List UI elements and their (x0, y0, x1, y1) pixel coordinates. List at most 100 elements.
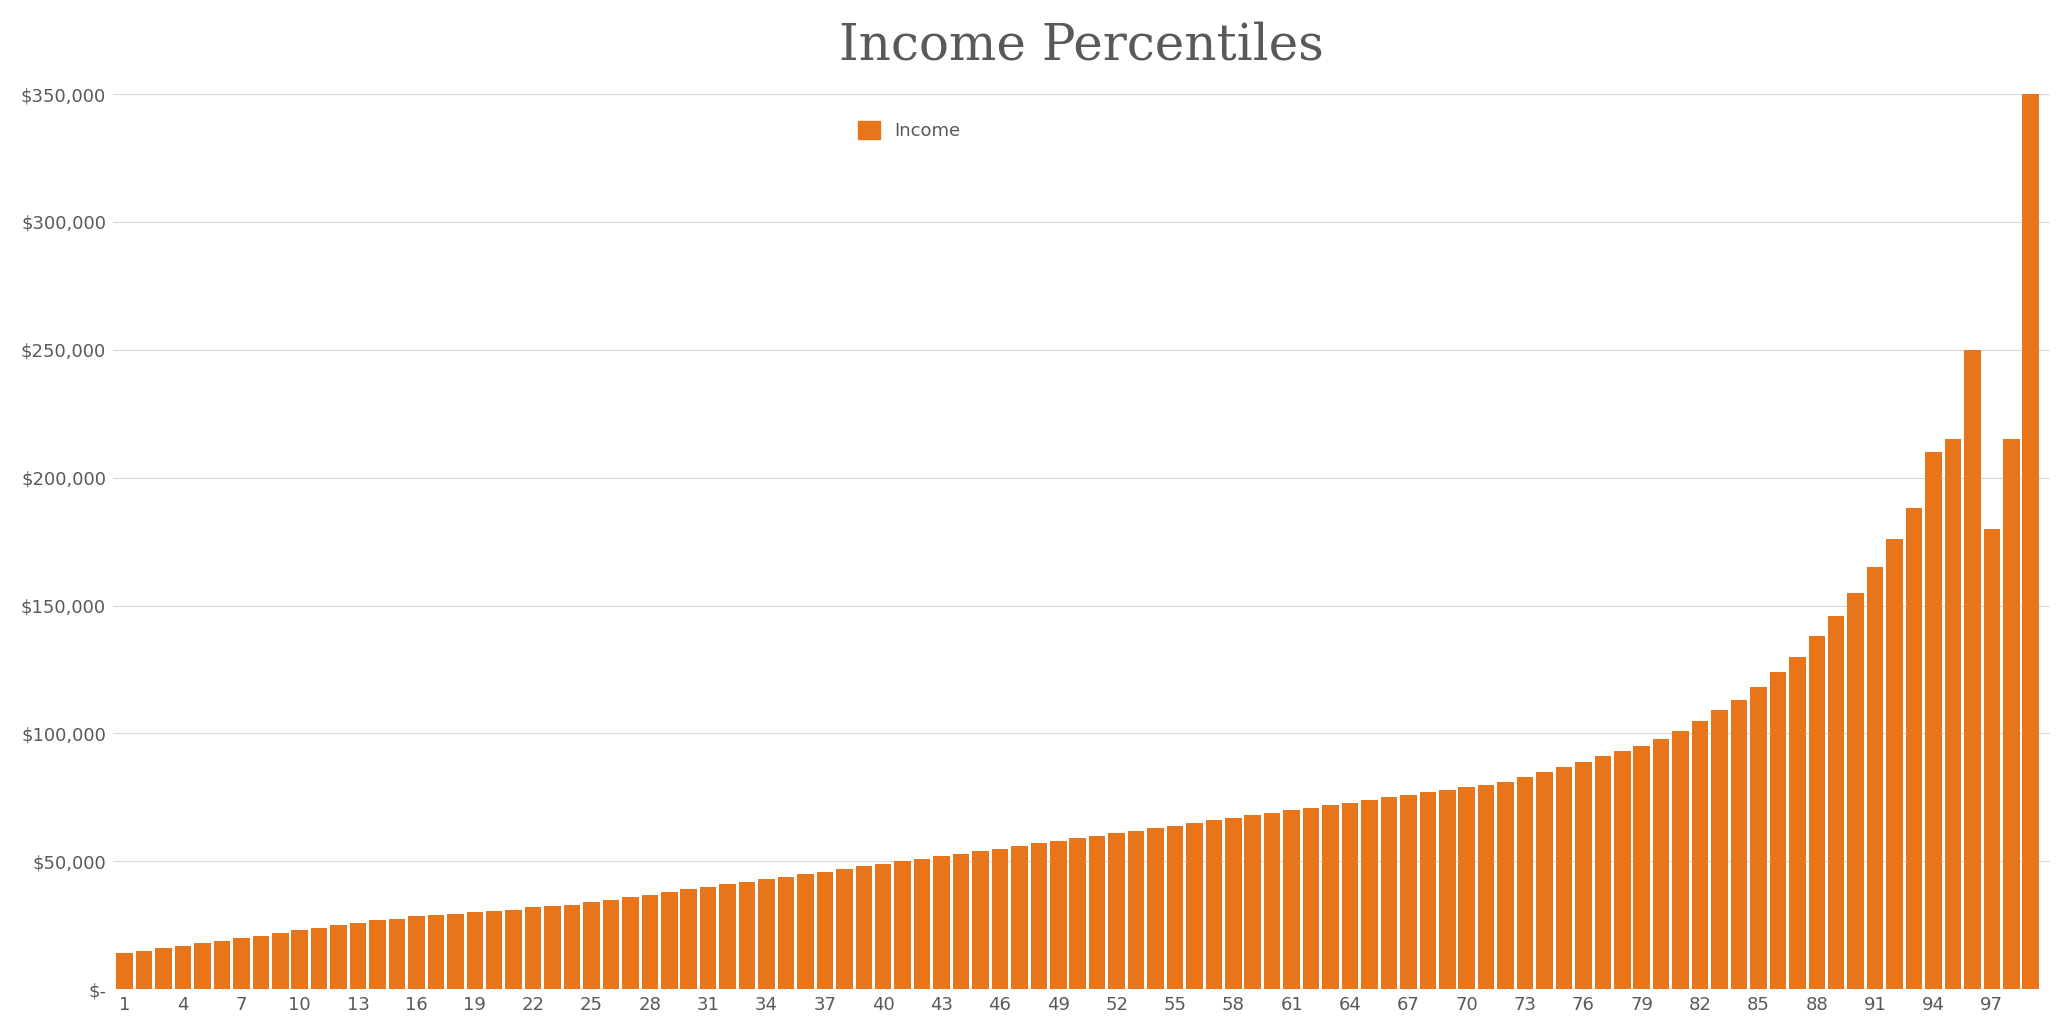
Bar (292, 930, 309, 989)
Bar (1555, 767, 1572, 989)
Bar (1166, 826, 1183, 989)
Bar (1963, 350, 1980, 989)
Bar (719, 884, 735, 989)
Bar (1439, 790, 1456, 989)
Bar (913, 859, 930, 989)
Bar (895, 861, 911, 989)
Bar (253, 936, 269, 989)
Bar (1263, 812, 1280, 989)
Bar (1829, 616, 1845, 989)
Bar (1945, 439, 1961, 989)
Bar (1108, 833, 1125, 989)
Bar (1613, 751, 1630, 989)
Bar (1011, 846, 1027, 989)
Bar (992, 849, 1009, 989)
Bar (1089, 835, 1106, 989)
Bar (2023, 94, 2040, 989)
Bar (1479, 785, 1495, 989)
Title: Income Percentiles: Income Percentiles (839, 21, 1323, 70)
Bar (1516, 777, 1533, 989)
Bar (1031, 844, 1048, 989)
Bar (427, 915, 443, 989)
Bar (311, 927, 327, 989)
Bar (621, 897, 638, 989)
Bar (234, 938, 251, 989)
Bar (642, 894, 659, 989)
Bar (1497, 782, 1514, 989)
Bar (1750, 687, 1767, 989)
Bar (1887, 539, 1903, 989)
Bar (953, 854, 969, 989)
Bar (816, 871, 833, 989)
Bar (1808, 637, 1825, 989)
Bar (116, 953, 133, 989)
Bar (934, 856, 951, 989)
Bar (1653, 739, 1669, 989)
Bar (971, 851, 988, 989)
Bar (1905, 508, 1922, 989)
Legend: Income: Income (857, 121, 961, 141)
Bar (350, 923, 367, 989)
Bar (1069, 838, 1085, 989)
Bar (1634, 746, 1651, 989)
Bar (1926, 452, 1943, 989)
Bar (1147, 828, 1164, 989)
Bar (1361, 800, 1377, 989)
Bar (271, 933, 288, 989)
Bar (1205, 821, 1222, 989)
Bar (369, 920, 385, 989)
Bar (1847, 593, 1864, 989)
Bar (1245, 816, 1261, 989)
Bar (389, 919, 406, 989)
Bar (137, 951, 153, 989)
Bar (1711, 710, 1727, 989)
Bar (1129, 831, 1145, 989)
Bar (466, 913, 483, 989)
Bar (545, 906, 561, 989)
Bar (1321, 805, 1338, 989)
Bar (1187, 823, 1203, 989)
Bar (1050, 840, 1067, 989)
Bar (837, 869, 853, 989)
Bar (797, 875, 814, 989)
Bar (1984, 529, 2001, 989)
Bar (213, 941, 230, 989)
Bar (855, 866, 872, 989)
Bar (1419, 792, 1435, 989)
Bar (331, 925, 348, 989)
Bar (524, 908, 541, 989)
Bar (874, 864, 891, 989)
Bar (174, 946, 191, 989)
Bar (563, 905, 580, 989)
Bar (155, 948, 172, 989)
Bar (1226, 818, 1243, 989)
Bar (1400, 795, 1417, 989)
Bar (1284, 810, 1301, 989)
Bar (1576, 762, 1593, 989)
Bar (2003, 439, 2019, 989)
Bar (505, 910, 522, 989)
Bar (758, 880, 775, 989)
Bar (195, 943, 211, 989)
Bar (408, 916, 425, 989)
Bar (1769, 672, 1785, 989)
Bar (700, 887, 717, 989)
Bar (1342, 802, 1359, 989)
Bar (1731, 701, 1748, 989)
Bar (1595, 757, 1611, 989)
Bar (584, 903, 601, 989)
Bar (739, 882, 756, 989)
Bar (661, 892, 677, 989)
Bar (1692, 720, 1709, 989)
Bar (603, 899, 619, 989)
Bar (1673, 731, 1688, 989)
Bar (487, 911, 503, 989)
Bar (1303, 807, 1319, 989)
Bar (1866, 567, 1883, 989)
Bar (447, 914, 464, 989)
Bar (1458, 788, 1475, 989)
Bar (1789, 657, 1806, 989)
Bar (681, 889, 698, 989)
Bar (1537, 772, 1553, 989)
Bar (779, 877, 795, 989)
